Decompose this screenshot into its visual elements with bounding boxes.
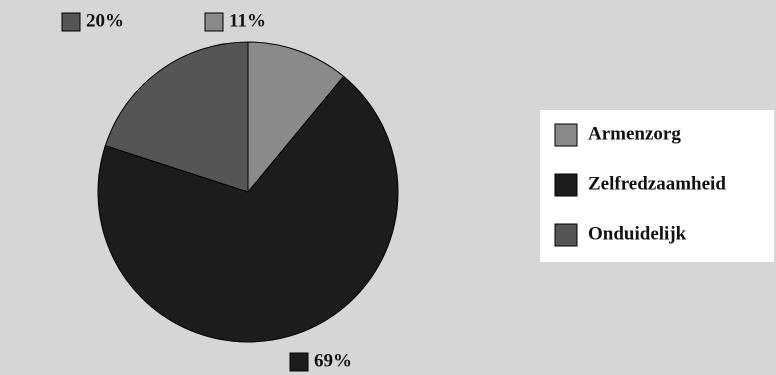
label-swatch <box>61 12 81 32</box>
legend-label: Zelfredzaamheid <box>588 173 726 194</box>
legend-swatch <box>554 123 578 147</box>
pie-slice <box>97 75 399 343</box>
label-swatch <box>289 352 309 372</box>
pie-slice <box>247 41 345 194</box>
legend-label: Armenzorg <box>588 123 681 144</box>
pie-slice <box>104 41 249 193</box>
value-label: 20% <box>86 10 124 31</box>
value-label: 69% <box>314 350 352 371</box>
legend-swatch <box>554 173 578 197</box>
label-swatch <box>204 12 224 32</box>
value-label: 11% <box>229 10 266 31</box>
legend-box <box>540 110 774 262</box>
legend-label: Onduidelijk <box>588 223 687 244</box>
legend-swatch <box>554 223 578 247</box>
